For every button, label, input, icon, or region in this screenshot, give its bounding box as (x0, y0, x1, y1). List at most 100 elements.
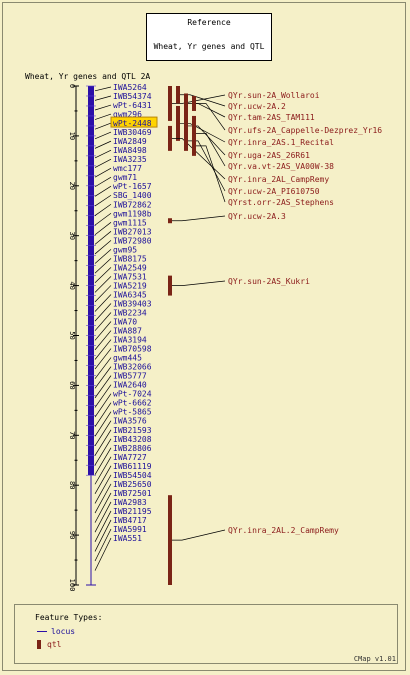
marker-label[interactable]: IWB27013 (113, 227, 152, 236)
marker-label[interactable]: gwm1198b (113, 209, 152, 218)
marker-label[interactable]: IWB21195 (113, 507, 152, 516)
marker-label[interactable]: wmc177 (113, 164, 142, 173)
qtl-label[interactable]: QYr.ucw-2A.3 (228, 212, 286, 221)
qtl-bar[interactable] (184, 130, 188, 151)
marker-label[interactable]: gwm445 (113, 354, 142, 363)
marker-label[interactable]: IWA2549 (113, 263, 147, 272)
qtl-label[interactable]: QYr.uga-2AS_26R61 (228, 151, 310, 160)
marker-connector (94, 158, 112, 168)
qtl-bar[interactable] (168, 86, 172, 121)
marker-label[interactable]: IWA2849 (113, 137, 147, 146)
marker-connector (94, 240, 112, 255)
marker-label[interactable]: wPt-5865 (113, 408, 152, 417)
qtl-label[interactable]: QYrst.orr-2AS_Stephens (228, 198, 334, 207)
marker-label[interactable]: wPt-2448 (113, 119, 152, 128)
marker-connector (94, 86, 112, 92)
marker-label[interactable]: IWA3235 (113, 155, 147, 164)
marker-label[interactable]: IWB43208 (113, 435, 152, 444)
marker-label[interactable]: IWB54374 (113, 92, 152, 101)
marker-label[interactable]: IWA5991 (113, 525, 147, 534)
marker-highlight (110, 116, 158, 128)
qtl-bar[interactable] (192, 95, 196, 111)
marker-label[interactable]: IWA3576 (113, 417, 147, 426)
marker-label[interactable]: IWB5777 (113, 372, 147, 381)
marker-label[interactable]: wPt-1657 (113, 182, 152, 191)
marker-label[interactable]: SBG_1400 (113, 191, 152, 200)
marker-label[interactable]: IWB2234 (113, 309, 147, 318)
marker-label[interactable]: gwm296 (113, 110, 142, 119)
marker-label[interactable]: IWB72980 (113, 236, 152, 245)
marker-label[interactable]: gwm71 (113, 173, 137, 182)
qtl-label[interactable]: QYr.sun-2AS_Kukri (228, 277, 310, 286)
marker-label[interactable]: IWB32066 (113, 363, 152, 372)
qtl-label[interactable]: QYr.va.vt-2AS_VA00W-38 (228, 162, 334, 171)
scale-tick-label: 60 (68, 381, 76, 389)
scale-tick-label: 90 (68, 531, 76, 539)
marker-label[interactable]: IWB30469 (113, 128, 152, 137)
marker-label[interactable]: IWA2640 (113, 381, 147, 390)
map-title[interactable]: Wheat, Yr genes and QTL 2A (25, 72, 151, 81)
marker-label[interactable]: IWA8498 (113, 146, 147, 155)
marker-label[interactable]: IWB28806 (113, 444, 152, 453)
marker-label[interactable]: IWA551 (113, 534, 142, 543)
marker-label[interactable]: IWB25650 (113, 480, 152, 489)
marker-label[interactable]: IWB61119 (113, 462, 152, 471)
marker-connector (94, 384, 112, 408)
marker-label[interactable]: IWA2983 (113, 498, 147, 507)
qtl-label[interactable]: QYr.ucw-2A_PI610750 (228, 187, 320, 196)
qtl-bar[interactable] (168, 275, 172, 296)
marker-connector (94, 375, 112, 399)
scale-tick-label: 40 (68, 281, 76, 289)
marker-label[interactable]: IWA7531 (113, 272, 147, 281)
marker-label[interactable]: gwm1115 (113, 218, 147, 227)
qtl-connector (196, 133, 226, 167)
marker-label[interactable]: wPt-6662 (113, 399, 152, 408)
marker-label[interactable]: IWA5264 (113, 83, 147, 92)
marker-label[interactable]: IWA5219 (113, 281, 147, 290)
qtl-label[interactable]: QYr.inra_2AL_CampRemy (228, 175, 329, 184)
marker-label[interactable]: IWA70 (113, 318, 137, 327)
marker-label[interactable]: IWB4717 (113, 516, 147, 525)
marker-connector (94, 140, 112, 149)
scale-tick-label: 50 (68, 331, 76, 339)
qtl-bar[interactable] (192, 135, 196, 156)
marker-label[interactable]: wPt-6431 (113, 101, 152, 110)
marker-label[interactable]: IWB39403 (113, 299, 152, 308)
scale-tick-label: 0 (68, 84, 76, 88)
marker-label[interactable]: IWA6345 (113, 290, 147, 299)
marker-connector (94, 203, 112, 216)
marker-connector (94, 501, 112, 533)
marker-connector (94, 167, 112, 178)
qtl-label[interactable]: QYr.ufs-2A_Cappelle-Dezprez_Yr16 (228, 126, 382, 135)
qtl-bar[interactable] (176, 86, 180, 104)
marker-label[interactable]: IWB54504 (113, 471, 152, 480)
qtl-bar[interactable] (168, 495, 172, 585)
marker-label[interactable]: gwm95 (113, 245, 137, 254)
marker-label[interactable]: IWA7727 (113, 453, 147, 462)
marker-label[interactable]: wPt-7024 (113, 390, 152, 399)
qtl-connector (196, 145, 226, 203)
qtl-bar[interactable] (184, 110, 188, 141)
qtl-bar[interactable] (168, 218, 172, 224)
qtl-bar[interactable] (192, 115, 196, 151)
marker-label[interactable]: IWB21593 (113, 426, 152, 435)
qtl-label[interactable]: QYr.inra_2AS.1_Recital (228, 138, 334, 147)
qtl-bar[interactable] (176, 105, 180, 141)
marker-connector (94, 149, 112, 159)
marker-label[interactable]: IWA3194 (113, 336, 147, 345)
marker-label[interactable]: IWB70598 (113, 345, 152, 354)
marker-label[interactable]: IWA887 (113, 327, 142, 336)
qtl-bar[interactable] (168, 125, 172, 151)
marker-connector (94, 393, 112, 418)
qtl-label[interactable]: QYr.inra_2AL.2_CampRemy (228, 526, 339, 535)
qtl-label[interactable]: QYr.ucw-2A.2 (228, 102, 286, 111)
marker-connector (94, 411, 112, 437)
reference-box[interactable]: Reference Wheat, Yr genes and QTL (146, 13, 272, 61)
marker-label[interactable]: IWB72862 (113, 200, 152, 209)
qtl-label[interactable]: QYr.tam-2AS_TAM111 (228, 113, 315, 122)
marker-label[interactable]: IWB72501 (113, 489, 152, 498)
qtl-label[interactable]: QYr.sun-2A_Wollaroi (228, 91, 320, 100)
qtl-bar[interactable] (184, 93, 188, 114)
chromosome-bar[interactable] (88, 86, 94, 476)
marker-label[interactable]: IWB8175 (113, 254, 147, 263)
